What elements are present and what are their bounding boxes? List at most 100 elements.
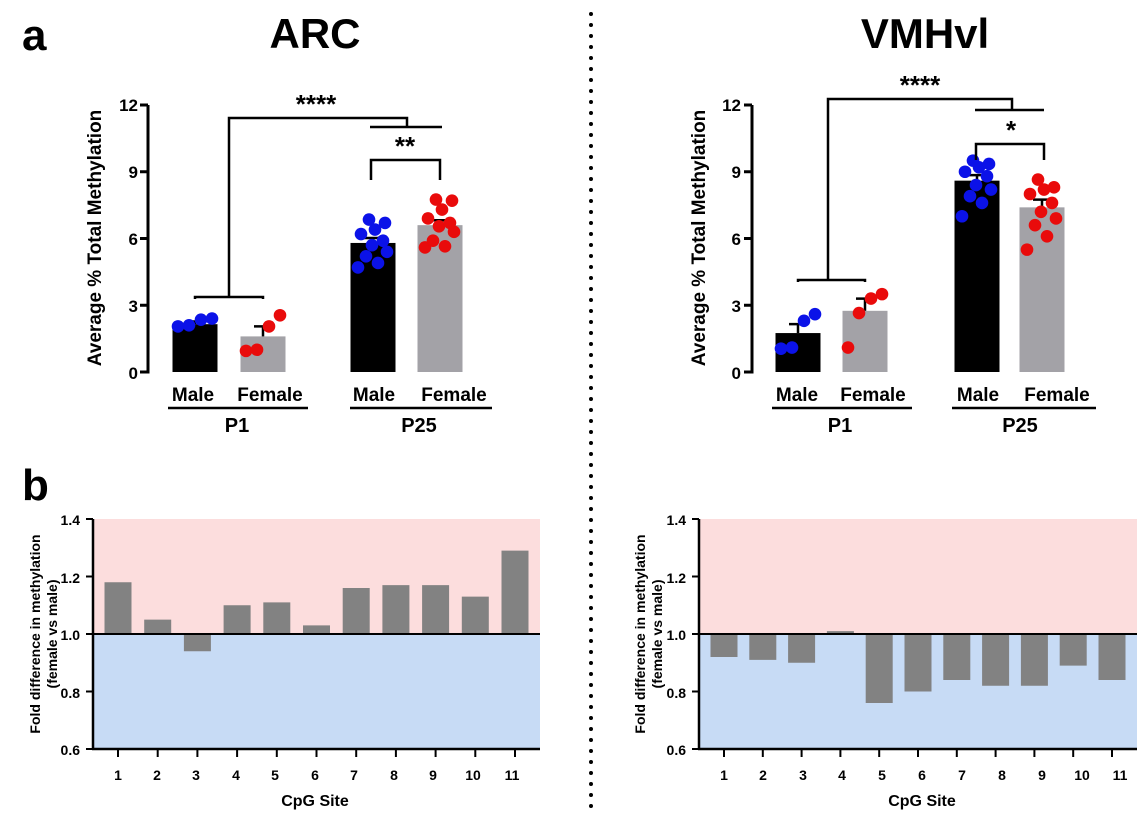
vmhvl-fold-xtick-label: 9 [1038,767,1046,783]
arc-fold-x-label: CpG Site [281,793,349,810]
data-point [1047,181,1061,194]
vmhvl-ytick-label: 9 [732,163,741,182]
data-point [262,320,276,333]
arc-group-label: P25 [401,415,437,437]
data-point [980,169,994,183]
data-point [171,320,185,333]
vmhvl-fold-xtick-label: 7 [958,767,966,783]
vmhvl-ytick-label: 6 [732,230,741,249]
data-point [1020,243,1034,256]
data-point [808,307,822,321]
fold-bar [183,634,211,652]
arc-significance: **** ** [296,89,416,161]
data-point [182,318,196,332]
arc-bar-label: Female [421,385,486,406]
data-point [982,157,996,171]
vmhvl-x-labels: Male Female Male Female P1 P25 [776,385,1090,437]
fold-bar [501,550,529,634]
bar [1019,207,1065,372]
significance-bracket [796,97,1044,282]
vmhvl-y-axis-label: Average % Total Methylation [689,110,710,367]
data-point [1037,183,1051,196]
arc-fold-xtick-label: 3 [192,767,200,783]
data-point [378,216,392,230]
vmhvl-ytick-label: 3 [732,297,741,316]
data-point [958,165,972,179]
data-point [273,308,287,322]
vmhvl-methylation-chart: VMHvl Average % Total Methylation 0 3 6 … [689,10,1096,437]
fold-bar [749,634,777,660]
arc-fold-xtick-label: 7 [350,767,358,783]
fold-bar [144,619,172,634]
vmhvl-fold-ytick-label: 1.0 [667,627,687,643]
vmhvl-fold-xtick-label: 5 [878,767,886,783]
vmhvl-fold-y-ticks: 0.6 0.8 1.0 1.2 1.4 [667,512,687,758]
data-point [368,223,382,236]
arc-fold-ytick-label: 1.2 [61,570,81,586]
data-point [205,312,219,325]
vmhvl-fold-ytick-label: 0.6 [667,742,687,758]
fold-bar [904,634,932,692]
vmhvl-fold-xtick-label: 3 [799,767,807,783]
vmhvl-bars-and-points [744,97,1096,410]
vmhvl-bar-label: Male [776,385,818,406]
arc-bar-label: Male [353,385,395,406]
data-point [429,193,443,206]
data-point [1045,196,1059,210]
data-point [426,234,440,248]
vmhvl-fold-xtick-label: 1 [720,767,728,783]
vmhvl-ytick-label: 0 [732,364,741,383]
vmhvl-bar-label: Male [957,385,999,406]
vmhvl-bar-label: Female [840,385,905,406]
data-point [250,343,264,357]
vmhvl-fold-xtick-label: 4 [838,767,846,783]
arc-y-ticks: 0 3 6 9 12 [119,96,138,383]
fold-bar [104,582,132,634]
fold-bar [303,625,330,634]
data-point [371,256,385,270]
arc-fold-chart: Fold difference in methylation (female v… [27,512,540,810]
vmhvl-bar-label: Female [1024,385,1089,406]
fold-bar [223,605,251,634]
data-point [1034,205,1048,219]
vmhvl-ytick-label: 12 [722,96,741,115]
fold-bar [342,588,370,634]
arc-fold-xtick-label: 11 [505,767,520,783]
data-point [966,154,980,167]
arc-sig-p25-sex: ** [395,131,416,161]
vmhvl-significance: **** * [900,70,1017,145]
arc-fold-x-ticks: 1 2 3 4 5 6 7 8 9 10 11 [114,767,520,783]
significance-bracket [974,142,1046,160]
data-point [841,341,855,354]
vmhvl-fold-x-label: CpG Site [888,793,956,810]
arc-fold-ytick-label: 1.0 [61,627,81,643]
vmhvl-fold-xtick-label: 10 [1074,767,1090,783]
panel-label-b: b [22,461,49,510]
vmhvl-fold-x-ticks: 1 2 3 4 5 6 7 8 9 10 11 [720,767,1128,783]
arc-bars-and-points [140,103,492,410]
vmhvl-fold-xtick-label: 11 [1113,767,1128,783]
data-point [359,249,373,263]
data-point [1028,218,1042,232]
arc-ytick-label: 6 [129,230,138,249]
arc-fold-y-label-2: (female vs male) [44,580,60,689]
significance-bracket [193,116,442,299]
arc-fold-xtick-label: 5 [271,767,279,783]
arc-bar-label: Female [237,385,302,406]
arc-ytick-label: 0 [129,364,138,383]
arc-group-label: P1 [225,415,249,437]
data-point [1023,187,1037,201]
fold-bar [1098,634,1126,680]
fold-bar [826,631,854,634]
arc-fold-xtick-label: 6 [311,767,319,783]
arc-fold-plot [86,518,540,757]
data-point [864,292,878,305]
arc-chart-title: ARC [270,10,361,57]
arc-fold-ytick-label: 0.6 [61,742,81,758]
data-point [435,203,449,216]
fold-bar [865,634,893,703]
fold-bar [422,585,450,634]
arc-fold-xtick-label: 10 [465,767,481,783]
vmhvl-fold-chart: Fold difference in methylation (female v… [632,512,1137,810]
